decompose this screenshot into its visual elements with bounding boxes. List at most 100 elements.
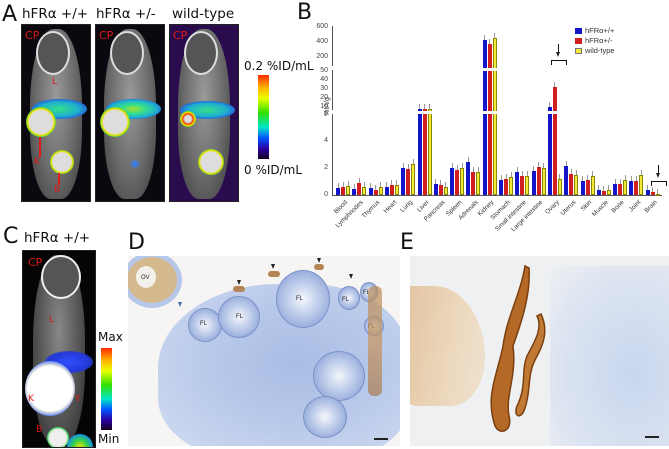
bar-spleen-series-2	[460, 167, 465, 195]
error-bar	[592, 170, 593, 176]
bar-thymus-series-2	[378, 187, 383, 195]
bar-kidney-series-2	[492, 37, 497, 195]
ovary-arrowhead-icon	[556, 52, 560, 57]
bar-lymphnodes-series-1	[357, 183, 362, 195]
panel-label-a: A	[2, 2, 18, 27]
bar-liver-series-0	[417, 109, 422, 195]
bar-heart-series-2	[394, 185, 399, 195]
bar-lymphnodes-series-2	[362, 187, 367, 195]
error-bar	[587, 174, 588, 180]
y-tick: 50	[320, 67, 328, 74]
bar-joint-series-2	[639, 174, 644, 195]
error-bar	[500, 174, 502, 180]
error-bar	[635, 176, 637, 182]
legend-label: hFRα+/-	[585, 36, 613, 45]
label-b: B	[54, 185, 61, 195]
bar-pancreas-series-0	[433, 184, 438, 195]
x-category-label: Joint	[627, 199, 643, 214]
bar-heart-series-1	[389, 185, 394, 195]
bar-skin-series-2	[590, 175, 595, 195]
legend-item-homozygous: hFRα+/+	[575, 26, 614, 35]
arrow-icon	[271, 264, 275, 269]
ovary-arrow-icon	[558, 44, 559, 54]
error-bar	[614, 179, 616, 185]
bar-ovary-series-0	[547, 107, 552, 195]
legend-swatch	[575, 27, 582, 34]
y-tick: 40	[320, 76, 328, 83]
bar-liver-series-1	[422, 109, 427, 195]
error-bar	[608, 185, 610, 191]
bar-blood-series-0	[336, 188, 340, 195]
bar-bone-series-0	[613, 184, 618, 195]
bar-bone-series-2	[623, 179, 628, 195]
label-fl: FL	[236, 314, 244, 320]
error-bar	[440, 179, 442, 185]
bar-large-intestine-series-2	[541, 168, 546, 195]
panel-label-e: E	[400, 230, 414, 255]
error-bar	[624, 174, 626, 180]
bar-kidney-series-0	[482, 39, 487, 195]
x-axis	[332, 195, 662, 196]
error-bar	[353, 183, 355, 189]
error-bar	[494, 32, 496, 38]
error-bar	[570, 168, 572, 174]
bar-brain-series-1	[650, 191, 655, 195]
error-bar	[337, 183, 339, 189]
y-tick: 0	[324, 191, 328, 198]
error-bar	[347, 181, 349, 187]
bar-pancreas-series-1	[438, 184, 443, 195]
panel-label-b: B	[297, 0, 313, 25]
bar-small-intestine-series-0	[515, 171, 520, 195]
bar-muscle-series-2	[606, 190, 611, 195]
ovary-histology-image: OV FL FL FL FL FL FL	[128, 256, 400, 446]
bar-skin-series-1	[585, 179, 590, 195]
error-bar	[429, 104, 430, 109]
arrow-icon	[317, 258, 321, 263]
label-b: B	[36, 425, 43, 435]
error-bar	[521, 170, 523, 176]
error-bar	[657, 189, 659, 195]
ovary-bracket	[551, 60, 567, 65]
colorbar-c	[101, 348, 112, 430]
colorbar-a	[258, 75, 269, 159]
y-tick: 2	[324, 164, 328, 171]
legend-swatch	[575, 47, 582, 54]
scale-bar	[374, 438, 388, 440]
bar-ovary-series-1	[552, 86, 557, 195]
pet-ct-scan-homozygous: CP L K B	[21, 24, 91, 202]
error-bar	[391, 180, 393, 186]
bar-brain-series-2	[655, 194, 660, 197]
error-bar	[375, 185, 377, 191]
arrow-icon	[349, 274, 353, 279]
panel-label-d: D	[128, 230, 145, 255]
panel-a-col-title-1: hFRα +/+	[22, 6, 89, 22]
error-bar	[484, 34, 486, 40]
x-category-label: Ovary	[544, 199, 561, 216]
brain-arrowhead-icon	[656, 173, 660, 178]
bar-uterus-series-2	[574, 174, 579, 195]
y-tick: 30	[320, 85, 328, 92]
bar-thymus-series-1	[373, 190, 378, 195]
label-ov: OV	[141, 275, 150, 281]
y-axis-top	[332, 26, 333, 66]
bar-large-intestine-series-1	[536, 166, 541, 195]
bar-joint-series-1	[634, 181, 639, 195]
error-bar	[386, 182, 388, 188]
error-bar	[451, 162, 453, 168]
error-bar	[370, 183, 372, 189]
x-category-label: Brain	[643, 199, 659, 215]
y-tick: 20	[320, 94, 328, 101]
choroid-plexus-stain	[490, 264, 546, 432]
colorbar-a-min: 0 %ID/mL	[244, 163, 303, 177]
y-axis-bottom	[332, 114, 333, 196]
x-category-label: Lung	[399, 199, 415, 214]
brain-histology-image	[410, 256, 669, 446]
y-tick: 400	[316, 38, 328, 45]
bar-stomach-series-1	[504, 178, 508, 195]
label-cp: CP	[99, 29, 114, 42]
error-bar	[461, 162, 463, 168]
scale-bar	[645, 436, 659, 438]
bar-small-intestine-series-1	[520, 175, 525, 195]
panel-a-col-title-3: wild-type	[172, 6, 235, 22]
error-bar	[647, 184, 649, 190]
